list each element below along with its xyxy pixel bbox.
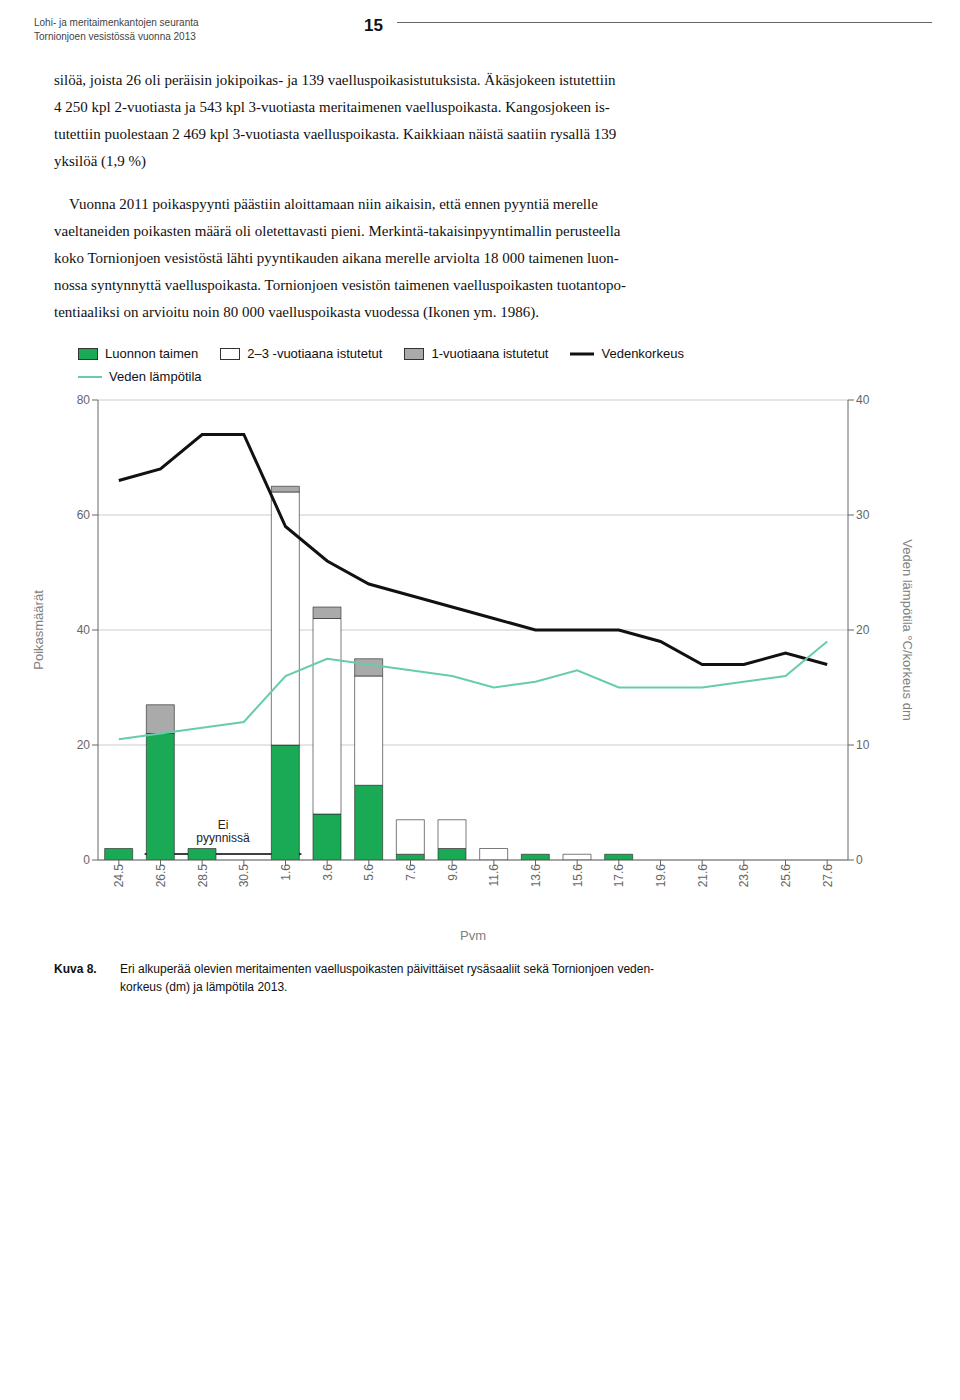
svg-text:27.6: 27.6 <box>821 864 835 888</box>
svg-text:0: 0 <box>83 853 90 867</box>
html-text:Eri alkuperää olevien meritaim: Eri alkuperää olevien meritaimenten vael… <box>120 962 655 994</box>
svg-text:13.6: 13.6 <box>529 864 543 888</box>
svg-text:20: 20 <box>77 738 91 752</box>
svg-text:5.6: 5.6 <box>362 864 376 881</box>
svg-text:21.6: 21.6 <box>696 864 710 888</box>
svg-text:19.6: 19.6 <box>654 864 668 888</box>
svg-text:0: 0 <box>856 853 863 867</box>
html-text:Vedenkorkeus: Vedenkorkeus <box>601 346 684 361</box>
svg-text:40: 40 <box>856 393 870 407</box>
html-text:Vuonna 2011 poikaspyynti pääst: Vuonna 2011 poikaspyynti päästiin aloitt… <box>54 196 626 320</box>
svg-text:11.6: 11.6 <box>487 864 501 887</box>
svg-text:60: 60 <box>77 508 91 522</box>
svg-text:30.5: 30.5 <box>237 864 251 888</box>
svg-text:3.6: 3.6 <box>321 864 335 881</box>
svg-text:9.6: 9.6 <box>446 864 460 881</box>
html-text:Luonnon taimen: Luonnon taimen <box>105 346 199 361</box>
html-text:Kuva 8.: Kuva 8. <box>54 962 97 976</box>
svg-text:30: 30 <box>856 508 870 522</box>
svg-text:Veden lämpötila °C/korkeus dm: Veden lämpötila °C/korkeus dm <box>900 539 915 721</box>
svg-text:80: 80 <box>77 393 91 407</box>
html-text:silöä, joista 26 oli peräisin: silöä, joista 26 oli peräisin jokipoikas… <box>54 72 617 169</box>
svg-text:20: 20 <box>856 623 870 637</box>
html-text:Lohi- ja meritaimenkantojen se: Lohi- ja meritaimenkantojen seuranta <box>34 17 199 28</box>
html-text:Tornionjoen vesistössä vuonna: Tornionjoen vesistössä vuonna 2013 <box>34 30 196 42</box>
svg-text:7.6: 7.6 <box>404 864 418 881</box>
svg-text:24.5: 24.5 <box>112 864 126 888</box>
html-text:15: 15 <box>364 16 383 35</box>
svg-text:25.6: 25.6 <box>779 864 793 888</box>
html-text:2–3 -vuotiaana istutetut: 2–3 -vuotiaana istutetut <box>247 346 383 361</box>
svg-text:28.5: 28.5 <box>196 864 210 888</box>
svg-text:40: 40 <box>77 623 91 637</box>
svg-text:15.6: 15.6 <box>571 864 585 888</box>
svg-text:Pvm: Pvm <box>460 928 486 943</box>
html-text:Veden lämpötila: Veden lämpötila <box>109 369 202 384</box>
svg-text:Poikasmäärät: Poikasmäärät <box>31 590 46 670</box>
svg-text:23.6: 23.6 <box>737 864 751 888</box>
svg-text:10: 10 <box>856 738 870 752</box>
svg-text:17.6: 17.6 <box>612 864 626 888</box>
svg-text:26.5: 26.5 <box>154 864 168 888</box>
html-text:1-vuotiaana istutetut: 1-vuotiaana istutetut <box>431 346 549 361</box>
svg-text:1.6: 1.6 <box>279 864 293 881</box>
svg-text:Eipyynnissä: Eipyynnissä <box>196 818 250 845</box>
